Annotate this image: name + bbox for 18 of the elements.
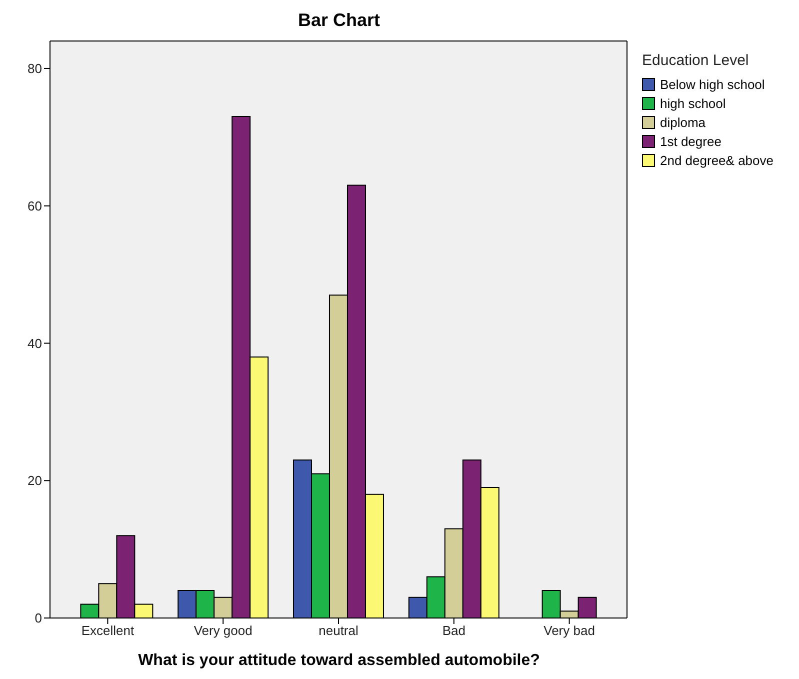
- x-tick-label: neutral: [318, 623, 358, 638]
- chart-title: Bar Chart: [296, 10, 382, 31]
- legend-label: high school: [659, 95, 727, 113]
- y-tick-label: 80: [28, 61, 42, 76]
- x-tick-label: Bad: [442, 623, 466, 638]
- x-tick-label: Excellent: [81, 623, 134, 638]
- legend-label: Below high school: [659, 76, 766, 94]
- y-tick-label: 40: [28, 336, 42, 351]
- y-tick-label: 60: [28, 198, 42, 214]
- legend-label: 2nd degree& above: [659, 152, 774, 170]
- legend-label: diploma: [659, 114, 707, 132]
- x-tick-label: Very good: [194, 623, 252, 638]
- legend-label: 1st degree: [659, 133, 722, 151]
- y-tick-label: 20: [28, 473, 42, 488]
- x-axis-title: What is your attitude toward assembled automobile?: [137, 652, 541, 670]
- legend-title: Education Level: [642, 52, 750, 69]
- x-tick-label: Very bad: [544, 623, 595, 638]
- y-tick-label: 0: [34, 610, 42, 626]
